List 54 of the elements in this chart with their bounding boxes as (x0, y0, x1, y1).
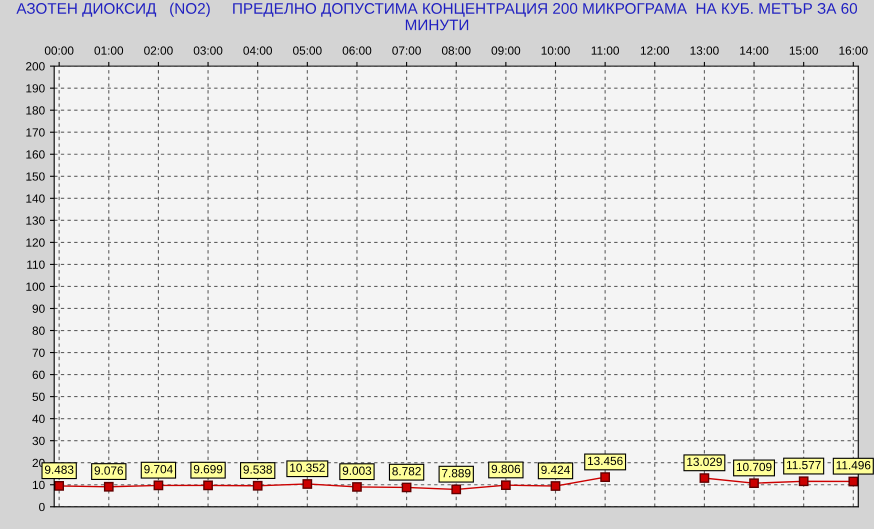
x-tick-label: 00:00 (44, 46, 74, 55)
x-tick-label: 07:00 (392, 46, 421, 55)
x-tick-label: 09:00 (492, 46, 520, 55)
x-tick-label: 05:00 (293, 46, 322, 55)
x-tick-label: 03:00 (194, 46, 222, 55)
data-label: 9.704 (144, 464, 173, 474)
data-label: 9.806 (492, 464, 520, 474)
y-tick-label: 10 (32, 480, 45, 490)
x-tick-label: 11:00 (592, 46, 620, 55)
y-tick-label: 0 (39, 502, 45, 512)
data-label: 10.352 (290, 464, 325, 472)
data-label: 9.699 (194, 464, 222, 474)
data-label: 13.456 (588, 456, 623, 466)
x-tick-label: 01:00 (94, 46, 124, 55)
y-tick-label: 40 (32, 414, 45, 424)
y-tick-label: 110 (27, 260, 45, 269)
data-label: 7.889 (442, 468, 470, 478)
y-tick-label: 30 (32, 436, 45, 446)
data-label: 8.782 (392, 467, 421, 476)
y-tick-label: 140 (26, 194, 45, 203)
data-label: 11.577 (786, 460, 821, 470)
y-tick-label: 120 (26, 238, 45, 247)
x-tick-label: 14:00 (740, 46, 768, 55)
chart-title: АЗОТЕН ДИОКСИД (NO2) ПРЕДЕЛНО ДОПУСТИМА КОНЦЕНТРАЦИЯ 200 МИКРОГРАМА НА КУБ. МЕТЪР ЗА 60 МИНУТИ (16, 2, 858, 30)
x-tick-label: 02:00 (144, 46, 173, 55)
x-tick-label: 10:00 (542, 46, 570, 55)
y-tick-label: 160 (26, 150, 45, 159)
y-tick-label: 60 (32, 370, 45, 379)
y-tick-label: 190 (26, 84, 45, 93)
y-tick-label: 100 (26, 282, 45, 291)
data-label: 9.424 (541, 466, 570, 474)
y-tick-label: 130 (26, 216, 45, 225)
data-label: 9.483 (44, 465, 74, 474)
y-tick-label: 150 (26, 172, 45, 181)
y-tick-label: 50 (32, 392, 45, 402)
y-tick-label: 200 (26, 62, 45, 71)
y-tick-label: 90 (32, 304, 45, 313)
x-tick-label: 13:00 (690, 46, 719, 55)
x-tick-label: 06:00 (342, 46, 372, 55)
data-label: 9.003 (342, 466, 372, 475)
y-tick-label: 180 (26, 106, 45, 115)
y-tick-label: 70 (32, 348, 45, 357)
y-tick-label: 80 (32, 326, 45, 335)
x-tick-label: 12:00 (640, 46, 670, 55)
y-tick-label: 170 (26, 128, 45, 137)
data-label: 9.076 (94, 466, 124, 475)
data-label: 11.496 (836, 461, 870, 470)
x-tick-label: 08:00 (442, 46, 471, 55)
x-tick-label: 16:00 (839, 46, 868, 55)
data-label: 10.709 (736, 462, 772, 472)
data-label: 13.029 (687, 458, 722, 466)
x-tick-label: 04:00 (243, 46, 272, 55)
data-label: 9.538 (243, 465, 272, 474)
x-tick-label: 15:00 (790, 46, 818, 55)
